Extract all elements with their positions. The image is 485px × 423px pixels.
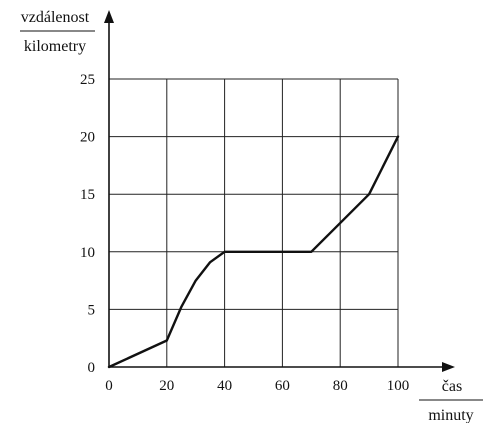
series-layer: [107, 135, 400, 369]
x-tick-label: 0: [105, 378, 113, 394]
x-tick-label: 40: [217, 378, 232, 394]
x-axis-label-unit: minuty: [428, 407, 473, 423]
grid: [109, 78, 399, 367]
axes: [104, 10, 455, 372]
x-tick-label: 100: [387, 378, 410, 394]
y-axis-label-unit: kilometry: [24, 38, 86, 55]
y-tick-label: 15: [80, 187, 95, 203]
x-axis-label-quantity: čas: [442, 378, 462, 395]
y-tick-label: 0: [88, 360, 96, 376]
x-tick-label: 20: [159, 378, 174, 394]
x-axis-arrow-icon: [442, 362, 455, 372]
distance-series-line: [107, 135, 400, 369]
y-axis-arrow-icon: [104, 10, 114, 23]
x-tick-label: 80: [333, 378, 348, 394]
y-tick-label: 10: [80, 245, 95, 261]
labels-layer: 0 20 40 60 80 100 0 5 10 15 20 25 vzdálenost kilometr…: [20, 9, 483, 423]
y-tick-label: 20: [80, 130, 95, 146]
y-axis-label-quantity: vzdálenost: [21, 9, 90, 26]
y-tick-label: 25: [80, 72, 95, 88]
x-tick-label: 60: [275, 378, 290, 394]
y-tick-label: 5: [88, 302, 96, 318]
